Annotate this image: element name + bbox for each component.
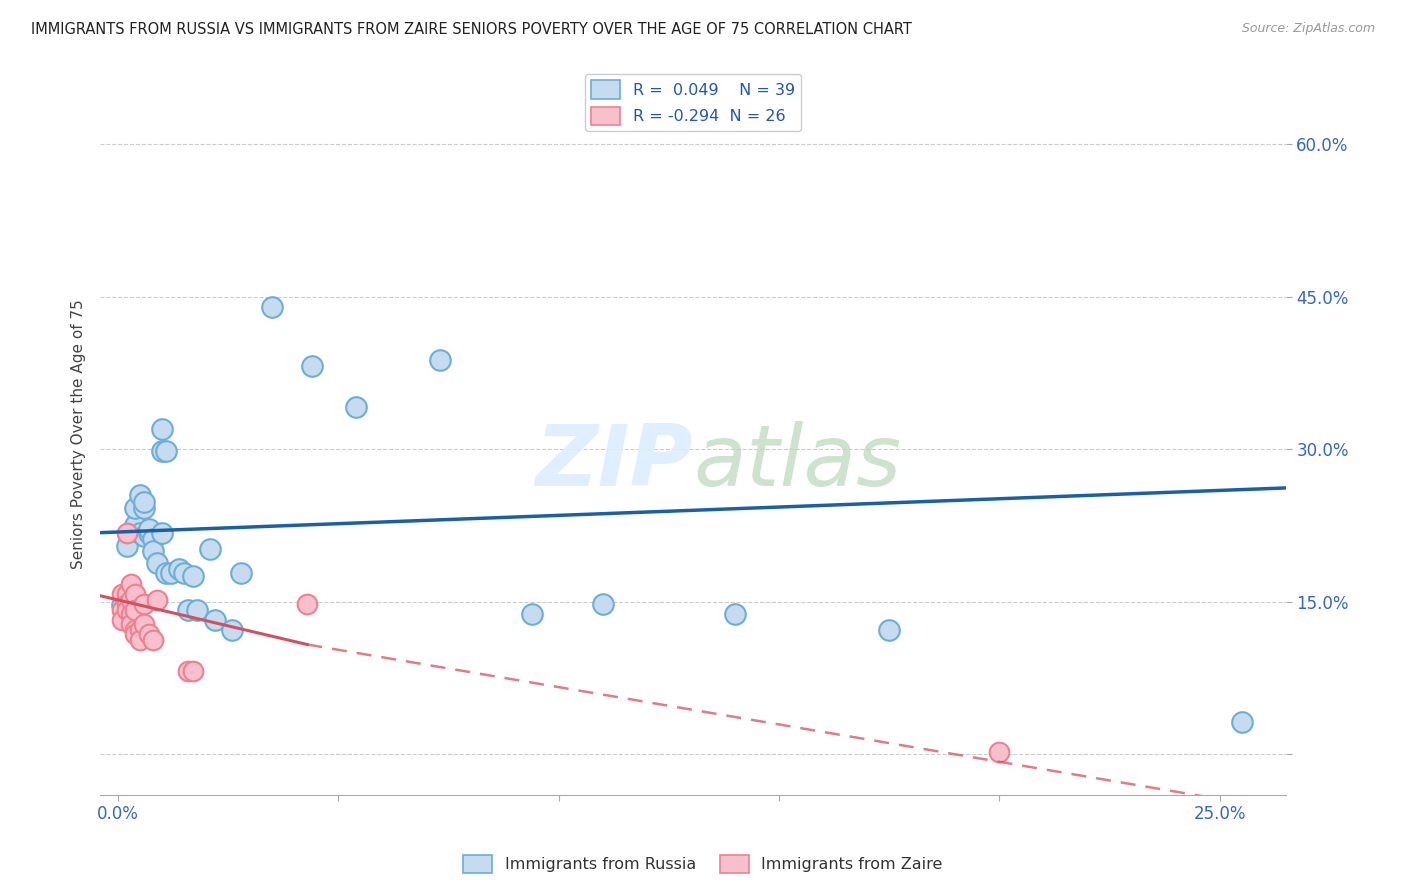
Point xyxy=(120,607,142,621)
Point xyxy=(988,745,1011,759)
Point xyxy=(120,582,142,597)
Point xyxy=(134,529,156,543)
Point xyxy=(429,352,451,367)
Point xyxy=(120,617,142,632)
Legend: Immigrants from Russia, Immigrants from Zaire: Immigrants from Russia, Immigrants from … xyxy=(457,848,949,880)
Point xyxy=(124,587,146,601)
Point xyxy=(134,617,156,632)
Point xyxy=(128,488,150,502)
Point xyxy=(204,613,226,627)
Point xyxy=(150,422,173,436)
Point xyxy=(124,517,146,532)
Point xyxy=(181,664,204,678)
Point xyxy=(181,569,204,583)
Point xyxy=(134,495,156,509)
Point xyxy=(138,522,160,536)
Point xyxy=(169,562,191,576)
Point xyxy=(115,525,138,540)
Point xyxy=(142,633,165,648)
Point xyxy=(115,603,138,617)
Point xyxy=(177,603,200,617)
Text: ZIP: ZIP xyxy=(536,421,693,504)
Point xyxy=(297,597,319,611)
Point xyxy=(111,598,134,612)
Point xyxy=(120,576,142,591)
Point xyxy=(134,597,156,611)
Point xyxy=(301,359,323,373)
Point xyxy=(592,597,614,611)
Point xyxy=(138,627,160,641)
Point xyxy=(142,532,165,546)
Legend: R =  0.049    N = 39, R = -0.294  N = 26: R = 0.049 N = 39, R = -0.294 N = 26 xyxy=(585,74,801,131)
Point xyxy=(124,627,146,641)
Text: Source: ZipAtlas.com: Source: ZipAtlas.com xyxy=(1241,22,1375,36)
Point xyxy=(260,300,283,314)
Point xyxy=(124,624,146,638)
Point xyxy=(520,607,543,621)
Point xyxy=(146,592,169,607)
Point xyxy=(231,566,253,581)
Point xyxy=(124,501,146,516)
Point xyxy=(134,501,156,516)
Point xyxy=(155,444,177,458)
Point xyxy=(1230,714,1253,729)
Point xyxy=(221,624,243,638)
Y-axis label: Seniors Poverty Over the Age of 75: Seniors Poverty Over the Age of 75 xyxy=(72,299,86,569)
Point xyxy=(138,525,160,540)
Point xyxy=(177,664,200,678)
Point xyxy=(155,566,177,581)
Point xyxy=(115,587,138,601)
Point xyxy=(128,624,150,638)
Point xyxy=(111,613,134,627)
Point xyxy=(150,444,173,458)
Point xyxy=(186,603,208,617)
Point xyxy=(115,539,138,553)
Point xyxy=(128,633,150,648)
Point xyxy=(115,597,138,611)
Point xyxy=(200,541,222,556)
Point xyxy=(724,607,747,621)
Point xyxy=(173,566,195,581)
Point xyxy=(111,587,134,601)
Point xyxy=(128,525,150,540)
Point xyxy=(146,556,169,570)
Point xyxy=(124,603,146,617)
Point xyxy=(877,624,900,638)
Point xyxy=(142,544,165,558)
Point xyxy=(111,603,134,617)
Point xyxy=(120,592,142,607)
Text: atlas: atlas xyxy=(693,421,901,504)
Point xyxy=(344,400,367,414)
Text: IMMIGRANTS FROM RUSSIA VS IMMIGRANTS FROM ZAIRE SENIORS POVERTY OVER THE AGE OF : IMMIGRANTS FROM RUSSIA VS IMMIGRANTS FRO… xyxy=(31,22,912,37)
Point xyxy=(150,525,173,540)
Point xyxy=(159,566,181,581)
